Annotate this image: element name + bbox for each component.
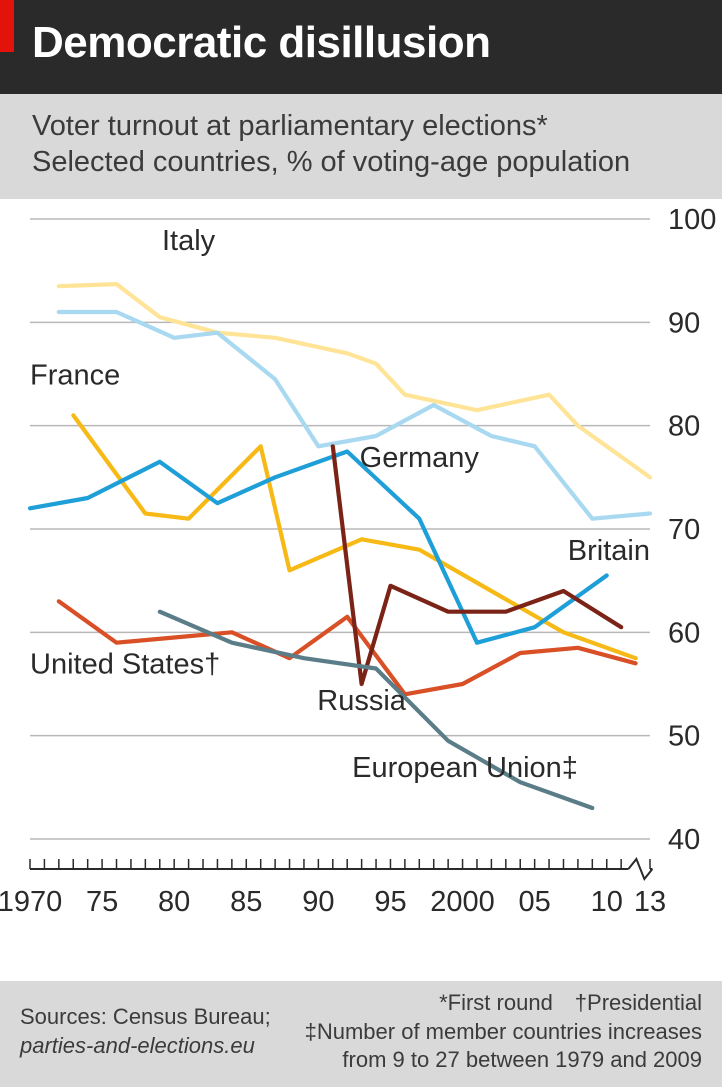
chart-title: Democratic disillusion <box>32 18 490 68</box>
svg-text:90: 90 <box>302 886 334 918</box>
svg-text:80: 80 <box>158 886 190 918</box>
chart-area: 40 50 60 70 80 90 100 Italy Germany France Britain… <box>0 199 722 959</box>
footnote-line2: ‡Number of member countries increases <box>305 1018 702 1047</box>
svg-text:60: 60 <box>668 617 700 649</box>
title-bar: Democratic disillusion <box>0 0 722 94</box>
line-chart: 40 50 60 70 80 90 100 Italy Germany France Britain… <box>0 199 722 959</box>
footer-bar: Sources: Census Bureau; parties-and-elec… <box>0 981 722 1087</box>
svg-text:90: 90 <box>668 307 700 339</box>
series-label: European Union‡ <box>352 752 578 784</box>
svg-text:85: 85 <box>230 886 262 918</box>
svg-text:50: 50 <box>668 720 700 752</box>
source-line1: Sources: Census Bureau; <box>20 1003 271 1032</box>
svg-text:05: 05 <box>519 886 551 918</box>
sources: Sources: Census Bureau; parties-and-elec… <box>20 1003 271 1060</box>
footnotes: *First round †Presidential ‡Number of me… <box>305 989 702 1075</box>
series-label: Germany <box>360 442 480 474</box>
footnote-line3: from 9 to 27 between 1979 and 2009 <box>305 1046 702 1075</box>
svg-text:10: 10 <box>591 886 623 918</box>
series-label: United States† <box>30 648 220 680</box>
series-label: Russia <box>317 684 407 716</box>
series-label: France <box>30 359 120 391</box>
svg-text:80: 80 <box>668 410 700 442</box>
source-line2: parties-and-elections.eu <box>20 1032 271 1061</box>
svg-text:100: 100 <box>668 204 716 236</box>
svg-text:95: 95 <box>374 886 406 918</box>
subtitle-line1: Voter turnout at parliamentary elections… <box>32 108 690 144</box>
subtitle-bar: Voter turnout at parliamentary elections… <box>0 94 722 199</box>
svg-text:2000: 2000 <box>430 886 495 918</box>
chart-card: Democratic disillusion Voter turnout at … <box>0 0 722 1087</box>
footnote-line1: *First round †Presidential <box>305 989 702 1018</box>
subtitle-line2: Selected countries, % of voting-age popu… <box>32 144 690 180</box>
accent-tab <box>0 0 14 52</box>
svg-text:13: 13 <box>634 886 666 918</box>
series-label: Italy <box>162 225 216 257</box>
series-label: Britain <box>568 535 650 567</box>
svg-text:70: 70 <box>668 514 700 546</box>
svg-text:1970: 1970 <box>0 886 62 918</box>
svg-text:75: 75 <box>86 886 118 918</box>
svg-text:40: 40 <box>668 824 700 856</box>
